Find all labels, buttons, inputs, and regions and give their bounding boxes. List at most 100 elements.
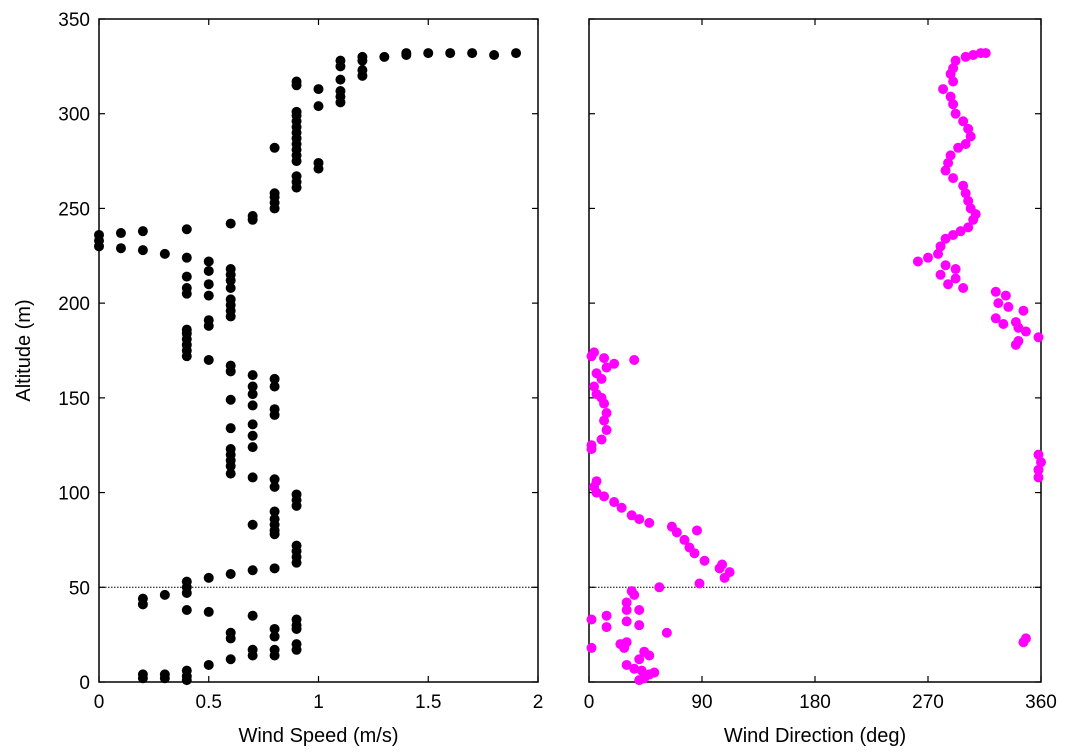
data-point — [621, 616, 632, 627]
data-point — [621, 659, 632, 670]
data-point — [247, 381, 258, 392]
x-tick-label: 270 — [912, 692, 944, 713]
data-point — [137, 226, 148, 237]
data-point — [159, 589, 170, 600]
data-point — [629, 354, 640, 365]
data-point — [203, 572, 214, 583]
data-point — [679, 534, 690, 545]
data-point — [313, 157, 324, 168]
data-point — [963, 195, 974, 206]
data-point — [1033, 449, 1044, 460]
data-point — [717, 559, 728, 570]
data-point — [1003, 301, 1014, 312]
data-point — [225, 360, 236, 371]
y-tick-label: 350 — [58, 10, 90, 31]
data-point — [963, 123, 974, 134]
data-point — [1020, 326, 1031, 337]
data-point — [923, 252, 933, 263]
y-tick-label: 100 — [58, 484, 90, 505]
data-point — [159, 669, 170, 680]
data-point — [950, 273, 961, 284]
data-point — [225, 444, 236, 455]
data-point — [269, 404, 280, 415]
y-axis-label: Altitude (m) — [13, 299, 35, 401]
y-tick-label: 200 — [58, 294, 90, 315]
data-point — [586, 642, 597, 653]
data-point — [313, 84, 324, 95]
data-point — [993, 298, 1004, 309]
data-point — [379, 51, 390, 62]
data-point — [950, 108, 961, 119]
data-point — [335, 74, 346, 85]
data-point — [1033, 332, 1044, 343]
x-tick-label: 1 — [313, 692, 324, 713]
x-tick-label: 2 — [533, 692, 544, 713]
data-point — [609, 358, 620, 369]
x-tick-label: 0.5 — [196, 692, 222, 713]
data-point — [511, 48, 522, 59]
wind-direction-panel: 0 90 180 270 360 Wind Direction (deg) — [584, 18, 1057, 747]
data-point — [115, 228, 126, 239]
data-point — [601, 408, 612, 419]
data-point — [589, 381, 600, 392]
data-point — [950, 55, 961, 66]
data-point — [958, 180, 969, 191]
data-point — [291, 489, 302, 500]
data-point — [634, 620, 645, 631]
data-point — [626, 586, 637, 597]
data-point — [269, 373, 280, 384]
data-point — [137, 245, 148, 256]
data-point — [694, 578, 705, 589]
data-point — [589, 347, 600, 358]
data-point — [945, 91, 956, 102]
data-point — [225, 282, 236, 293]
data-point — [225, 264, 236, 275]
data-point — [968, 49, 979, 60]
data-point — [963, 222, 974, 233]
data-point — [181, 252, 192, 263]
data-point — [601, 362, 612, 373]
data-point — [247, 442, 258, 453]
data-point — [933, 248, 944, 259]
data-point — [591, 368, 602, 379]
data-point — [943, 157, 954, 168]
data-point — [247, 519, 258, 530]
data-point — [629, 663, 640, 674]
data-point — [357, 65, 368, 76]
plot-frame — [98, 18, 539, 683]
data-point — [1033, 464, 1044, 475]
data-point — [335, 85, 346, 96]
data-point — [225, 394, 236, 405]
data-point — [621, 637, 632, 648]
data-point — [601, 622, 612, 633]
x-tick-label: 0 — [584, 692, 595, 713]
data-point — [960, 188, 971, 199]
data-point — [599, 415, 610, 426]
data-point — [269, 631, 280, 642]
y-tick-label: 300 — [58, 105, 90, 126]
data-point — [247, 419, 258, 430]
data-point — [912, 256, 923, 267]
data-point — [639, 646, 650, 657]
y-tick-label: 50 — [69, 578, 90, 599]
data-point — [225, 569, 236, 580]
data-point — [225, 423, 236, 434]
data-point — [626, 510, 637, 521]
data-point — [291, 639, 302, 650]
data-point — [596, 434, 607, 445]
data-point — [691, 525, 702, 536]
data-point — [940, 165, 951, 176]
data-point — [181, 324, 192, 335]
data-point — [1020, 633, 1031, 644]
data-point — [943, 279, 954, 290]
data-point — [181, 665, 192, 676]
data-point — [948, 173, 959, 184]
data-point — [181, 271, 192, 282]
data-point — [269, 142, 280, 153]
data-point — [247, 211, 258, 222]
data-point — [159, 248, 170, 259]
data-point — [181, 282, 192, 293]
data-point — [935, 269, 946, 280]
data-point — [291, 540, 302, 551]
